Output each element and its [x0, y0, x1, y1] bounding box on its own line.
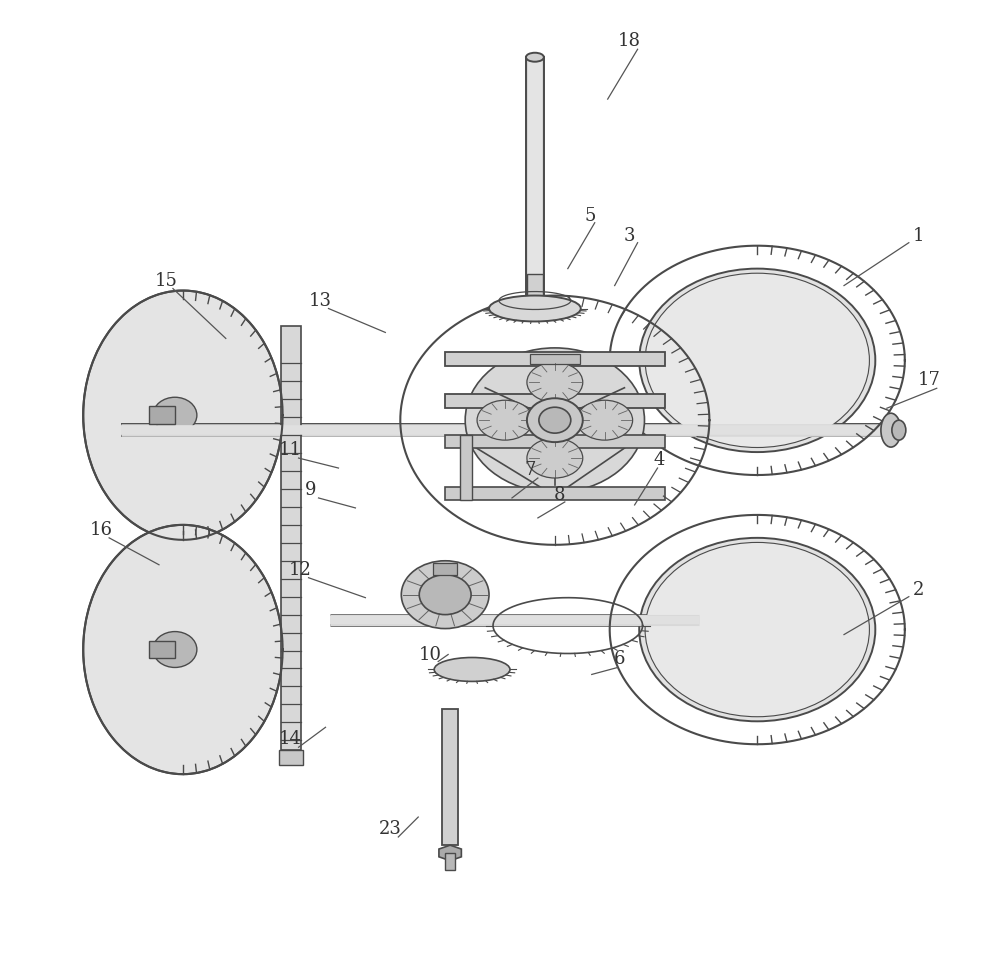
Bar: [149, 640, 175, 659]
Ellipse shape: [83, 525, 283, 774]
Text: 3: 3: [624, 227, 635, 244]
Text: 13: 13: [309, 292, 332, 309]
Polygon shape: [465, 441, 635, 496]
Ellipse shape: [489, 296, 581, 322]
Text: 8: 8: [554, 486, 566, 504]
Bar: [530, 355, 580, 364]
Text: 4: 4: [654, 451, 665, 469]
Bar: [281, 327, 301, 751]
Ellipse shape: [577, 400, 633, 440]
Text: 7: 7: [524, 461, 536, 479]
Text: 15: 15: [155, 271, 177, 290]
Ellipse shape: [645, 543, 869, 717]
Text: 16: 16: [90, 521, 113, 539]
Ellipse shape: [153, 632, 197, 668]
Ellipse shape: [639, 269, 875, 452]
Text: 1: 1: [913, 227, 925, 244]
Text: 14: 14: [279, 730, 302, 749]
Ellipse shape: [434, 658, 510, 681]
Ellipse shape: [477, 400, 533, 440]
Ellipse shape: [526, 53, 544, 62]
Ellipse shape: [539, 408, 571, 433]
Ellipse shape: [892, 420, 906, 440]
Bar: [442, 709, 458, 845]
Ellipse shape: [527, 439, 583, 478]
Polygon shape: [439, 845, 461, 861]
Bar: [528, 59, 542, 297]
Bar: [460, 435, 472, 500]
Text: 5: 5: [584, 207, 595, 225]
Bar: [279, 751, 303, 765]
Text: 10: 10: [419, 645, 442, 664]
Text: 9: 9: [305, 481, 316, 499]
Bar: [445, 435, 665, 448]
Text: 11: 11: [279, 441, 302, 459]
Bar: [445, 353, 665, 366]
Bar: [445, 853, 455, 870]
Text: 23: 23: [379, 820, 402, 838]
Bar: [445, 394, 665, 409]
Ellipse shape: [153, 397, 197, 433]
Bar: [445, 487, 665, 500]
Bar: [149, 407, 175, 424]
Bar: [526, 57, 544, 298]
Ellipse shape: [83, 291, 283, 540]
Ellipse shape: [419, 575, 471, 614]
Text: 18: 18: [618, 32, 641, 50]
Ellipse shape: [639, 538, 875, 722]
Ellipse shape: [527, 362, 583, 402]
Ellipse shape: [527, 398, 583, 442]
Ellipse shape: [401, 561, 489, 629]
Ellipse shape: [465, 348, 644, 493]
Bar: [527, 273, 543, 296]
Text: 2: 2: [913, 581, 924, 599]
Bar: [433, 563, 457, 575]
Ellipse shape: [881, 413, 901, 447]
Text: 12: 12: [289, 560, 312, 579]
Ellipse shape: [645, 273, 869, 447]
Text: 6: 6: [614, 650, 625, 668]
Text: 17: 17: [917, 371, 940, 389]
